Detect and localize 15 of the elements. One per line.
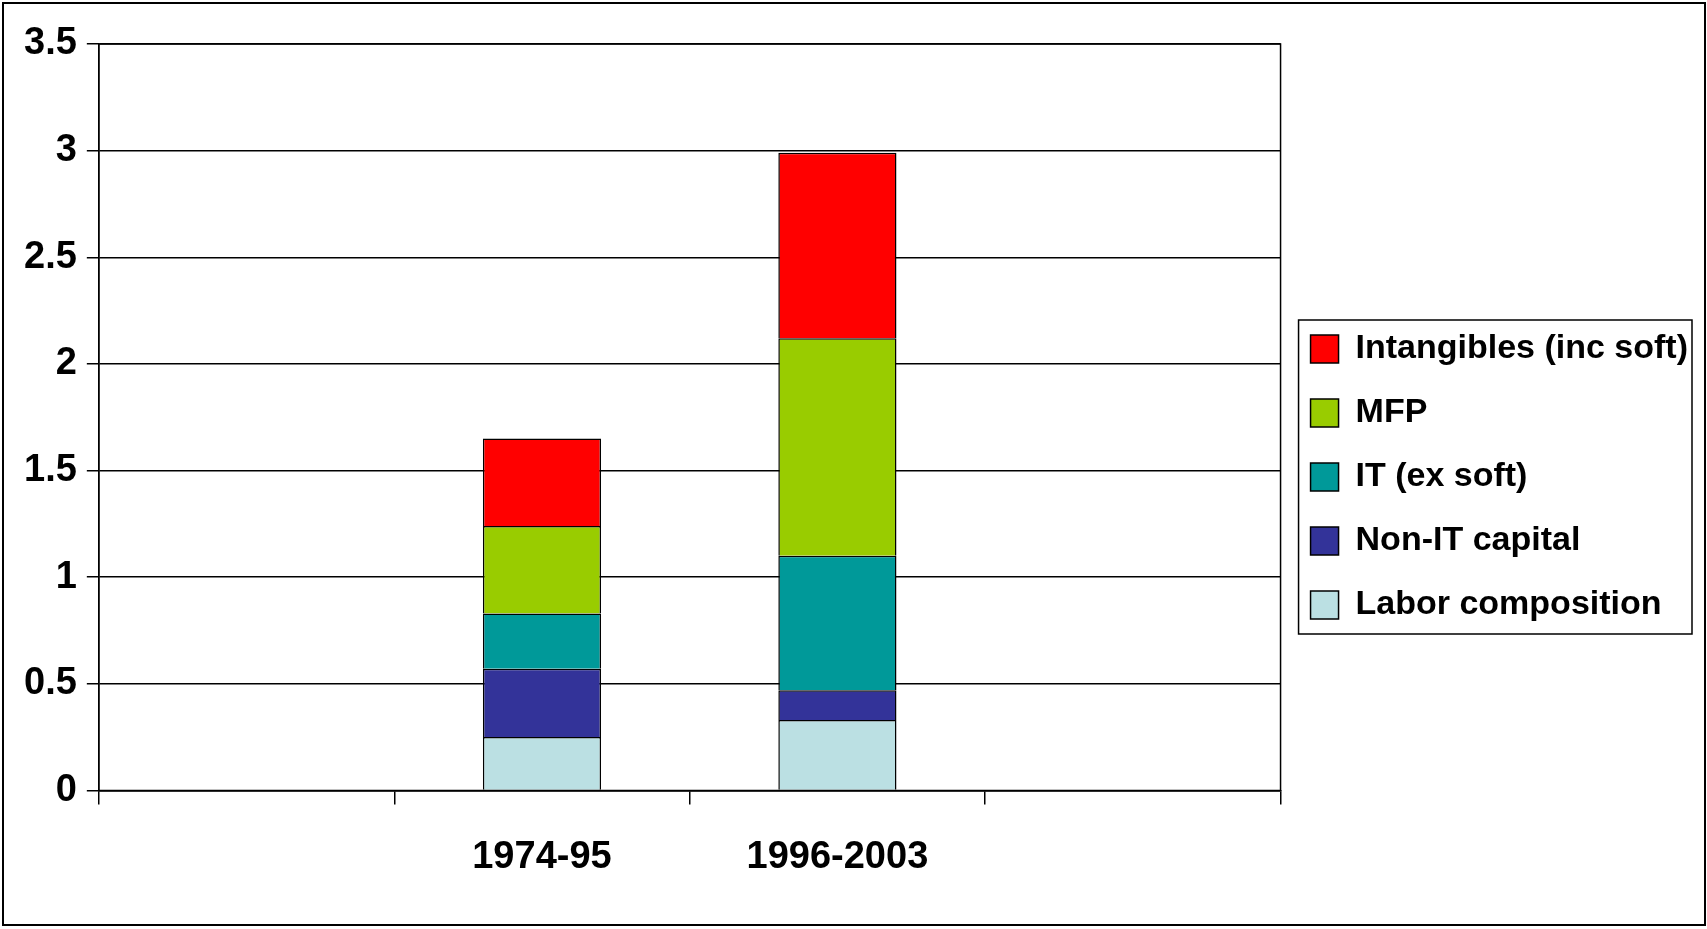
legend-label: Intangibles (inc soft)	[1355, 327, 1689, 366]
x-tick-label: 1974-95	[472, 833, 612, 876]
y-tick-label: 3	[55, 127, 77, 170]
y-tick-label: 1	[55, 553, 77, 596]
y-tick-label: 0	[55, 766, 77, 809]
y-tick-label: 0.5	[24, 660, 77, 703]
legend-label: MFP	[1355, 391, 1428, 430]
legend-label: Labor composition	[1355, 583, 1662, 622]
y-tick-label: 2	[55, 340, 77, 383]
legend-label: Non-IT capital	[1355, 519, 1581, 558]
y-tick-label: 2.5	[24, 233, 77, 276]
legend-label: IT (ex soft)	[1355, 455, 1528, 494]
y-tick-label: 3.5	[24, 20, 77, 63]
y-tick-label: 1.5	[24, 447, 77, 489]
x-tick-label: 1996-2003	[746, 833, 929, 876]
